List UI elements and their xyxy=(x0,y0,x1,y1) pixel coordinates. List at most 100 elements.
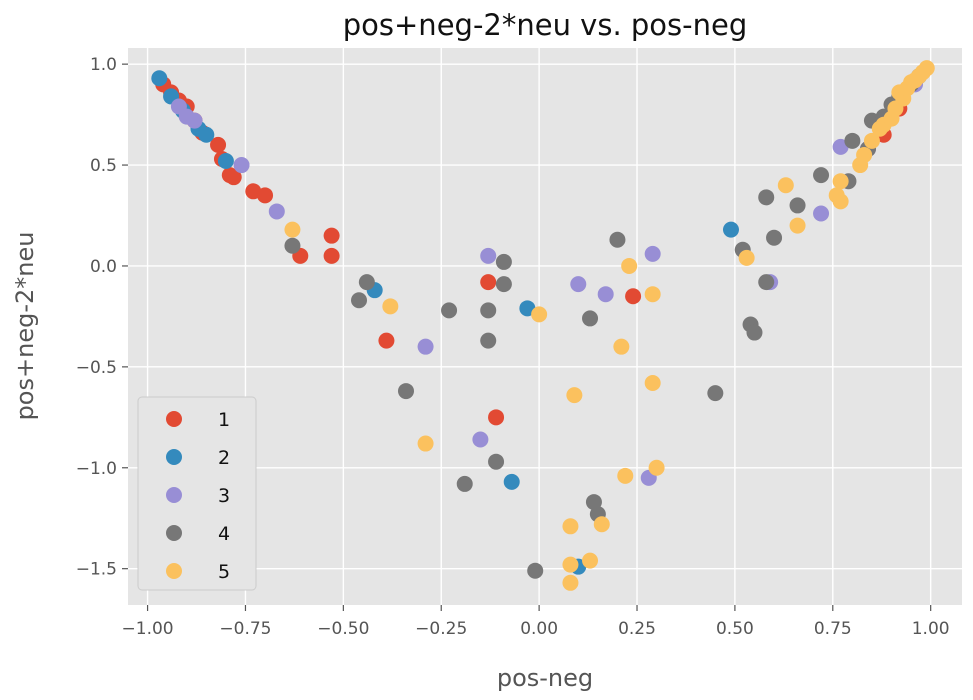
data-point xyxy=(495,276,512,293)
data-point xyxy=(417,435,434,452)
legend-label-5: 5 xyxy=(218,561,230,583)
data-point xyxy=(378,332,395,349)
y-tick-label: 1.0 xyxy=(90,55,117,75)
data-point xyxy=(562,518,579,535)
data-point xyxy=(480,274,497,291)
series-5 xyxy=(284,60,935,591)
x-tick-label: −0.75 xyxy=(219,619,271,639)
data-point xyxy=(257,187,274,204)
data-point xyxy=(918,60,935,77)
data-point xyxy=(198,126,215,143)
data-point xyxy=(609,231,626,248)
data-point xyxy=(832,193,849,210)
data-point xyxy=(472,431,489,448)
data-point xyxy=(323,227,340,244)
data-point xyxy=(351,292,368,309)
data-point xyxy=(758,274,775,291)
x-tick-label: −1.00 xyxy=(122,619,174,639)
data-points xyxy=(151,60,935,591)
data-point xyxy=(398,383,414,400)
data-point xyxy=(582,310,599,327)
plot-area xyxy=(128,48,962,605)
data-point xyxy=(284,237,301,254)
legend-marker-1 xyxy=(166,411,182,427)
legend-frame xyxy=(137,396,257,591)
legend-label-1: 1 xyxy=(218,409,230,431)
data-point xyxy=(151,70,168,87)
y-axis-ticks: 1.0 0.5 0.0 −0.5 −1.0 −1.5 xyxy=(76,55,128,580)
data-point xyxy=(488,409,505,426)
data-point xyxy=(186,112,203,129)
x-tick-label: −0.25 xyxy=(415,619,467,639)
data-point xyxy=(707,385,724,402)
data-point xyxy=(233,157,250,174)
data-point xyxy=(856,146,873,163)
y-tick-label: −1.0 xyxy=(76,459,117,479)
data-point xyxy=(323,247,340,264)
data-point xyxy=(562,556,579,573)
data-point xyxy=(844,132,861,149)
x-tick-label: −0.50 xyxy=(317,619,369,639)
data-point xyxy=(480,332,497,349)
data-point xyxy=(863,132,880,149)
x-tick-label: 0.50 xyxy=(716,619,754,639)
x-axis-label: pos-neg xyxy=(497,664,593,692)
data-point xyxy=(582,552,599,569)
data-point xyxy=(644,245,661,262)
data-point xyxy=(531,306,548,323)
data-point xyxy=(617,467,634,484)
data-point xyxy=(566,387,583,404)
data-point xyxy=(585,494,602,511)
x-tick-label: 0.25 xyxy=(618,619,656,639)
legend: 1 2 3 4 5 xyxy=(137,396,257,591)
data-point xyxy=(382,298,399,315)
data-point xyxy=(570,276,587,293)
legend-marker-3 xyxy=(166,487,182,503)
data-point xyxy=(738,249,755,266)
data-point xyxy=(358,274,375,291)
data-point xyxy=(722,221,739,238)
data-point xyxy=(644,375,661,392)
data-point xyxy=(766,229,783,246)
data-point xyxy=(789,217,806,234)
legend-marker-4 xyxy=(166,525,182,541)
data-point xyxy=(648,459,665,476)
data-point xyxy=(480,302,497,319)
data-point xyxy=(268,203,285,220)
x-tick-label: 1.00 xyxy=(912,619,950,639)
data-point xyxy=(225,169,242,186)
data-point xyxy=(625,288,642,305)
data-point xyxy=(519,300,536,317)
data-point xyxy=(813,167,830,184)
x-tick-label: 0.00 xyxy=(520,619,558,639)
legend-marker-2 xyxy=(166,449,182,465)
data-point xyxy=(813,205,830,222)
data-point xyxy=(488,453,505,470)
data-point xyxy=(758,189,775,206)
data-point xyxy=(593,516,610,533)
data-point xyxy=(417,338,434,355)
y-tick-label: −1.5 xyxy=(76,560,117,580)
grid-lines xyxy=(128,48,962,605)
data-point xyxy=(495,253,512,270)
data-point xyxy=(789,197,806,214)
data-point xyxy=(832,173,849,190)
data-point xyxy=(613,338,630,355)
y-tick-label: 0.0 xyxy=(90,257,117,277)
data-point xyxy=(746,324,763,341)
y-tick-label: −0.5 xyxy=(76,358,117,378)
y-tick-label: 0.5 xyxy=(90,156,117,176)
data-point xyxy=(832,138,849,155)
legend-label-3: 3 xyxy=(218,485,230,507)
data-point xyxy=(456,475,473,492)
y-axis-label: pos+neg-2*neu xyxy=(11,232,39,421)
data-point xyxy=(644,286,661,303)
legend-marker-5 xyxy=(166,563,182,579)
data-point xyxy=(503,473,520,490)
chart-title: pos+neg-2*neu vs. pos-neg xyxy=(343,8,748,42)
x-tick-label: 0.75 xyxy=(814,619,852,639)
data-point xyxy=(284,221,301,238)
data-point xyxy=(210,136,227,153)
data-point xyxy=(527,562,544,579)
